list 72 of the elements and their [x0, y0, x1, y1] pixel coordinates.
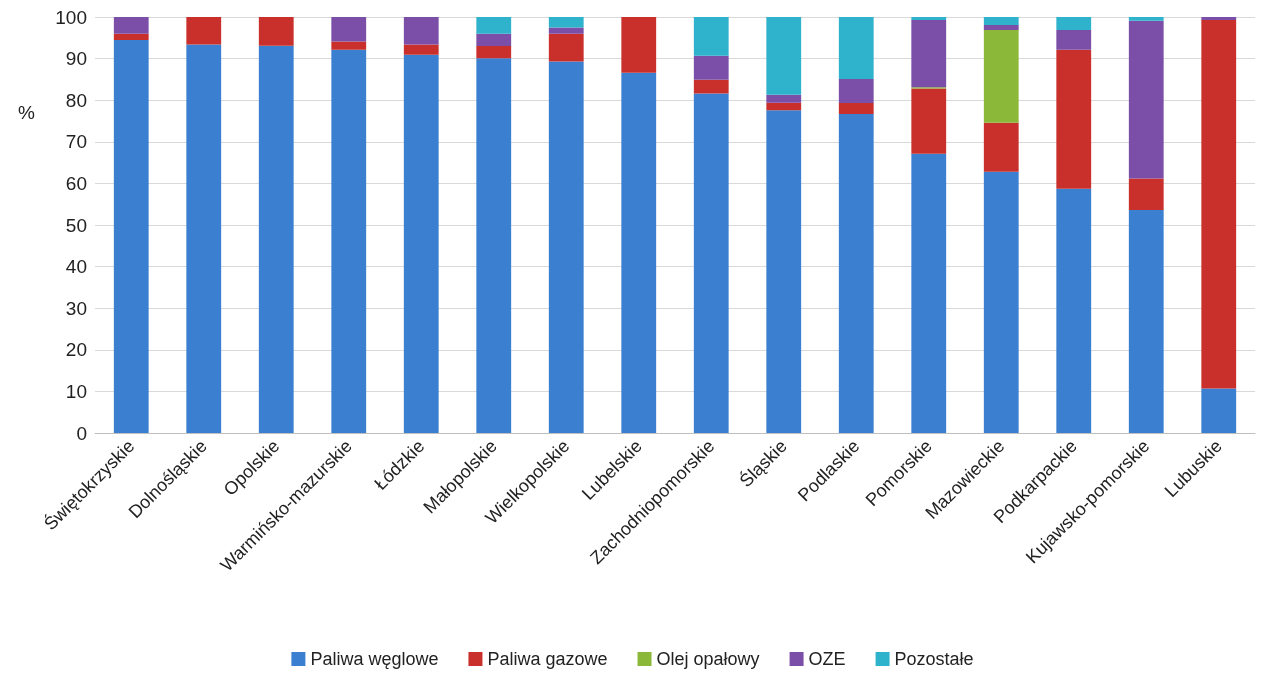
y-tick-label: 20: [65, 339, 87, 361]
bar: [548, 61, 584, 433]
bar: [1201, 388, 1237, 433]
bar: [476, 17, 512, 34]
legend-label: Olej opałowy: [656, 649, 760, 669]
bar: [621, 17, 657, 73]
y-tick-label: 40: [65, 256, 87, 278]
bar: [1128, 178, 1164, 211]
bar: [403, 44, 439, 55]
y-tick-label: 30: [65, 297, 87, 319]
y-tick-label: 50: [65, 214, 87, 236]
bar: [621, 72, 657, 433]
bar: [983, 17, 1019, 25]
bar: [113, 39, 149, 433]
bar: [1128, 20, 1164, 179]
bar: [693, 55, 729, 80]
y-tick-label: 70: [65, 131, 87, 153]
bar: [331, 49, 367, 433]
legend-label: Paliwa węglowe: [310, 649, 439, 669]
bar: [548, 33, 584, 62]
y-tick-label: 90: [65, 48, 87, 70]
bar: [983, 171, 1019, 433]
bar: [548, 17, 584, 28]
bar: [911, 17, 947, 20]
bar: [548, 27, 584, 34]
bar: [258, 17, 294, 46]
bar: [1128, 17, 1164, 21]
bar: [1056, 188, 1092, 433]
y-tick-label: 80: [65, 89, 87, 111]
bar: [693, 17, 729, 56]
bar: [766, 110, 802, 433]
bar: [1056, 17, 1092, 30]
bar: [911, 19, 947, 88]
bar: [1201, 17, 1237, 20]
bar: [983, 24, 1019, 30]
bar: [476, 33, 512, 47]
legend-label: Paliwa gazowe: [487, 649, 608, 669]
bar: [766, 94, 802, 103]
bar: [838, 113, 874, 433]
bar: [476, 58, 512, 433]
bar: [911, 153, 947, 433]
bar: [838, 103, 874, 114]
bar: [766, 102, 802, 111]
y-tick-label: 100: [55, 6, 87, 28]
bar: [766, 17, 802, 95]
bar: [403, 54, 439, 433]
y-tick-label: 10: [65, 380, 87, 402]
bar: [331, 41, 367, 50]
bar: [983, 122, 1019, 172]
bar: [113, 33, 149, 40]
y-tick-label: 60: [65, 172, 87, 194]
bar: [1201, 19, 1237, 389]
bar: [1056, 49, 1092, 189]
bar: [186, 44, 222, 433]
bar: [1128, 210, 1164, 433]
y-tick-label: 0: [76, 422, 87, 444]
legend-label: Pozostałe: [894, 649, 974, 669]
bar: [693, 79, 729, 94]
bar: [258, 45, 294, 433]
y-axis-title: %: [18, 102, 35, 123]
bar: [911, 88, 947, 154]
bar: [1056, 29, 1092, 50]
bar: [838, 78, 874, 104]
bar: [693, 93, 729, 433]
bar: [331, 17, 367, 42]
bar: [403, 17, 439, 45]
bar: [838, 17, 874, 79]
legend-label: OZE: [808, 649, 846, 669]
bar: [186, 17, 222, 45]
bar: [983, 29, 1019, 123]
bar: [113, 17, 149, 34]
bar: [476, 46, 512, 59]
